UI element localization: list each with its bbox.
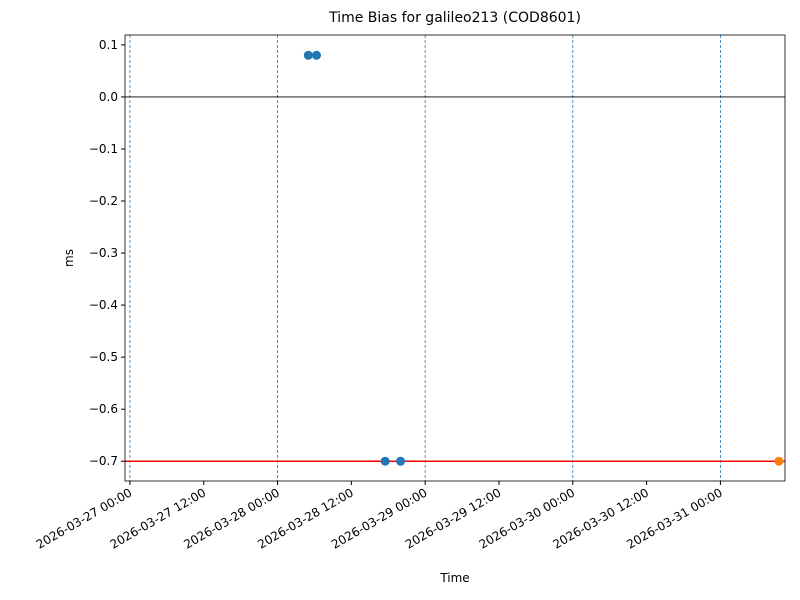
point <box>303 50 313 60</box>
y-tick-label: −0.1 <box>89 142 118 156</box>
y-axis-label: ms <box>62 249 76 267</box>
chart-title: Time Bias for galileo213 (COD8601) <box>328 10 581 26</box>
point <box>774 456 784 466</box>
y-tick-label: −0.4 <box>89 298 118 312</box>
y-tick-label: −0.7 <box>89 454 118 468</box>
y-tick-label: 0.1 <box>99 38 118 52</box>
plot-frame <box>124 34 786 482</box>
point <box>380 456 390 466</box>
point <box>312 50 322 60</box>
y-tick-label: −0.3 <box>89 246 118 260</box>
y-tick-label: −0.5 <box>89 350 118 364</box>
point <box>396 456 406 466</box>
y-tick-label: −0.6 <box>89 402 118 416</box>
y-tick-label: −0.2 <box>89 194 118 208</box>
y-tick-label: 0.0 <box>99 90 118 104</box>
x-axis-label: Time <box>439 571 469 585</box>
